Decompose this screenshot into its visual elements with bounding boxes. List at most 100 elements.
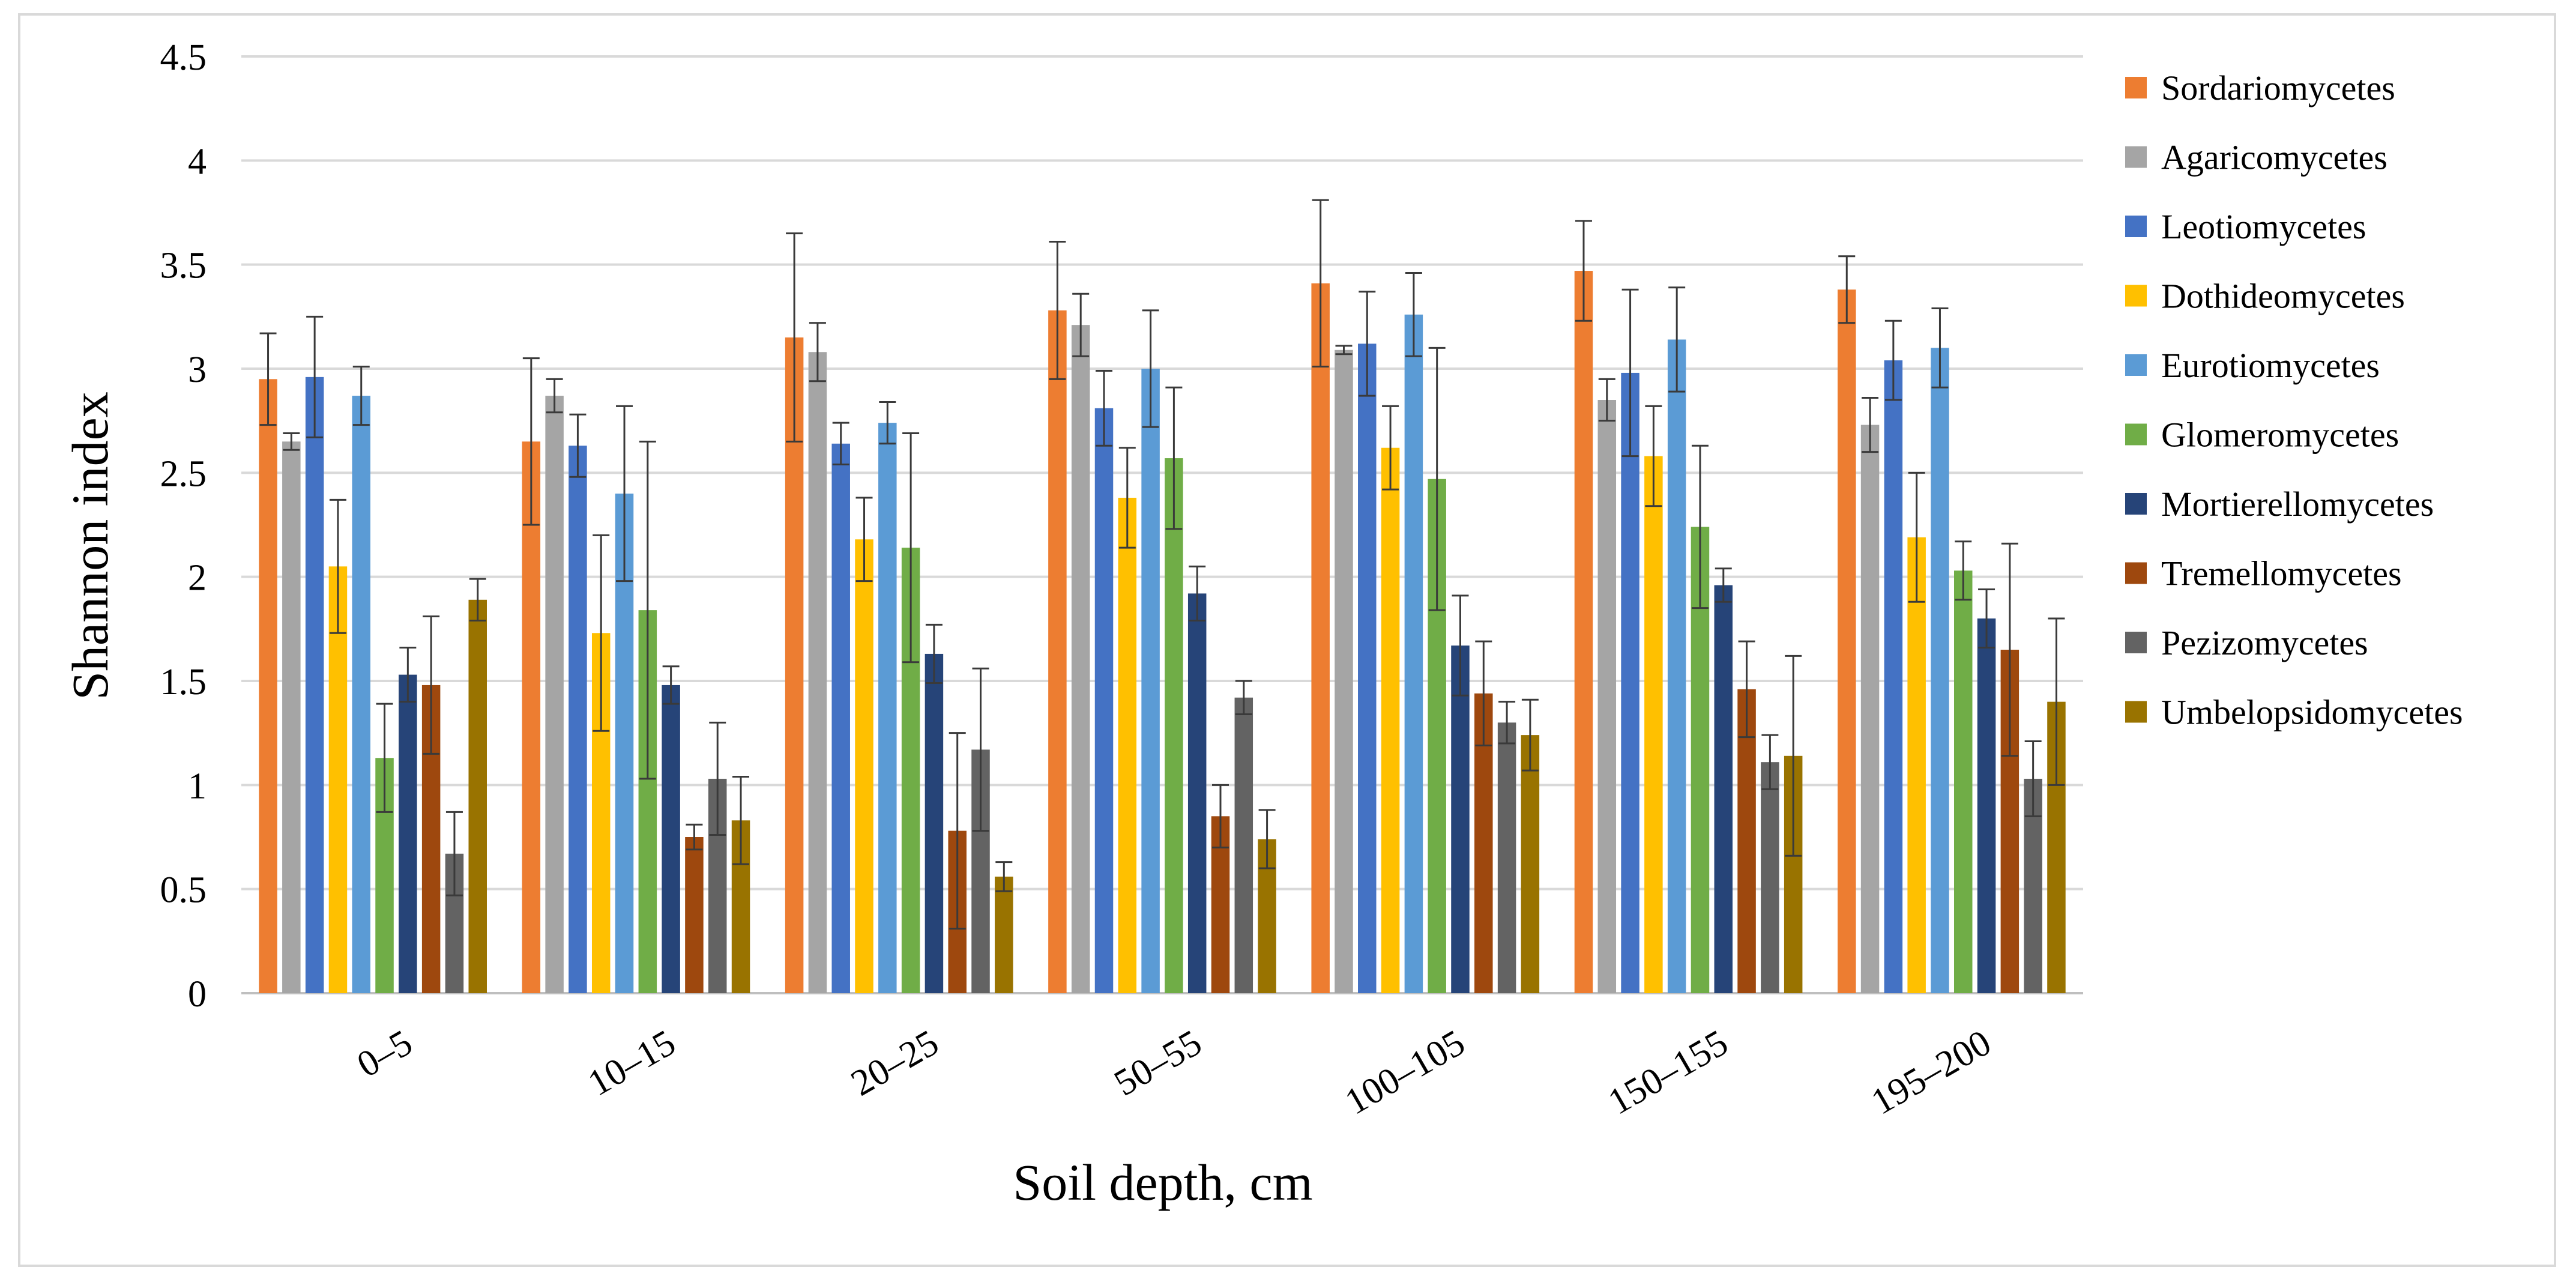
error-bar <box>1096 369 1112 447</box>
error-bar <box>616 405 633 582</box>
bar <box>305 376 324 993</box>
error-bar <box>1049 241 1066 380</box>
bar <box>569 446 587 993</box>
error-bar <box>469 578 486 621</box>
legend-swatch <box>2125 493 2147 515</box>
legend-label: Sordariomycetes <box>2161 68 2395 107</box>
bar <box>1335 349 1353 993</box>
bar <box>808 352 827 994</box>
error-bar <box>1359 291 1376 397</box>
y-tick-labels: 0 0.5 1 1.5 2 2.5 3 3.5 4 4.5 <box>160 37 207 1015</box>
bar <box>1884 360 1903 994</box>
error-bar <box>1118 447 1136 549</box>
bars <box>259 271 2066 994</box>
bar <box>831 443 850 993</box>
error-bar <box>1382 405 1399 491</box>
bar <box>522 441 541 993</box>
bar-chart: 0 0.5 1 1.5 2 2.5 3 3.5 4 4.5 0–5 10–15 20–25 50–55 1… <box>61 37 2463 1211</box>
bar <box>1860 425 1880 993</box>
bar <box>1521 735 1540 993</box>
error-bar <box>522 357 540 526</box>
y-tick-label: 2.5 <box>160 453 207 494</box>
error-bar <box>1072 292 1090 357</box>
x-tick-label: 150–155 <box>1602 1022 1735 1122</box>
bar <box>1118 497 1137 993</box>
bar <box>1358 343 1377 993</box>
error-bar <box>1785 655 1802 857</box>
bar <box>1071 325 1090 994</box>
legend: Sordariomycetes Agaricomycetes Leotiomycet… <box>2125 68 2463 732</box>
error-bar <box>2048 617 2065 786</box>
error-bars <box>259 199 2065 930</box>
bar <box>1977 618 1996 993</box>
error-bar <box>1521 698 1539 772</box>
bar <box>1311 283 1330 993</box>
legend-label: Dothideomycetes <box>2161 277 2405 316</box>
bar <box>878 423 897 993</box>
gridlines <box>241 55 2083 994</box>
error-bar <box>1668 286 1686 393</box>
error-bar <box>925 623 943 684</box>
bar <box>995 876 1013 993</box>
legend-swatch <box>2125 423 2147 446</box>
x-tick-label: 50–55 <box>1108 1022 1208 1104</box>
bar <box>1838 289 1856 994</box>
bar <box>259 379 277 993</box>
error-bar <box>732 775 750 865</box>
error-bar <box>639 440 656 780</box>
legend-label: Mortierellomycetes <box>2161 485 2434 524</box>
error-bar <box>686 823 703 851</box>
error-bar <box>1189 565 1206 621</box>
error-bar <box>1428 346 1446 611</box>
error-bar <box>1884 319 1902 401</box>
bar <box>1187 593 1207 993</box>
error-bar <box>786 232 803 443</box>
y-tick-label: 4 <box>188 141 207 182</box>
y-tick-label: 0 <box>188 974 207 1015</box>
error-bar <box>1575 220 1592 322</box>
bar <box>1165 458 1183 993</box>
error-bar <box>1335 345 1353 355</box>
error-bar <box>1405 272 1422 357</box>
x-tick-label: 20–25 <box>844 1022 945 1104</box>
x-tick-label: 10–15 <box>581 1022 682 1104</box>
bar <box>399 674 417 993</box>
x-tick-label: 100–105 <box>1338 1022 1471 1122</box>
legend-swatch <box>2125 146 2147 168</box>
error-bar <box>1142 309 1159 428</box>
error-bar <box>2001 542 2018 757</box>
error-bar <box>352 366 370 426</box>
legend-label: Pezizomycetes <box>2161 623 2368 662</box>
error-bar <box>306 315 324 438</box>
bar <box>685 837 704 993</box>
legend-label: Agaricomycetes <box>2161 138 2387 177</box>
error-bar <box>1931 307 1949 389</box>
error-bar <box>1955 540 1972 601</box>
error-bar <box>949 732 966 930</box>
error-bar <box>2024 740 2042 817</box>
x-tick-label: 0–5 <box>351 1022 420 1085</box>
legend-label: Glomeromycetes <box>2161 416 2399 455</box>
error-bar <box>445 811 463 896</box>
bar <box>1714 585 1733 993</box>
legend-swatch <box>2125 77 2147 98</box>
error-bar <box>1761 734 1779 790</box>
legend-swatch <box>2125 632 2147 653</box>
error-bar <box>1452 594 1469 697</box>
bar <box>1907 537 1926 993</box>
bar <box>1451 646 1470 993</box>
bar <box>1381 447 1400 993</box>
error-bar <box>902 432 920 664</box>
bar <box>1667 339 1686 993</box>
bar <box>1644 456 1663 993</box>
error-bar <box>546 378 563 414</box>
error-bar <box>569 413 587 478</box>
error-bar <box>423 615 440 755</box>
legend-label: Tremellomycetes <box>2161 554 2402 593</box>
error-bar <box>1498 701 1516 745</box>
bar <box>662 685 680 993</box>
error-bar <box>259 332 277 426</box>
error-bar <box>855 497 873 582</box>
error-bar <box>399 647 417 703</box>
legend-label: Umbelopsidomycetes <box>2161 693 2463 732</box>
